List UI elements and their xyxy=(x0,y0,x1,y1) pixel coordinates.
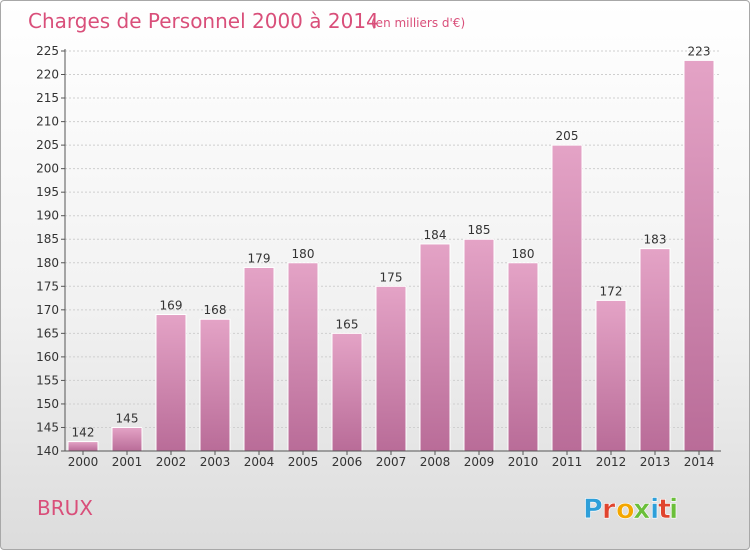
bar xyxy=(199,318,231,452)
data-label: 180 xyxy=(292,247,315,261)
logo-letter: i xyxy=(669,494,678,525)
bar xyxy=(463,238,495,452)
x-tick-label: 2006 xyxy=(332,455,363,469)
y-tick-label: 170 xyxy=(36,303,59,317)
bar xyxy=(67,441,99,452)
bar xyxy=(419,243,451,452)
y-tick-label: 190 xyxy=(36,209,59,223)
data-labels: 142 145 169 168 179 180 165 175 184 185 180 205 172 1… xyxy=(72,44,711,439)
x-tick-label: 2007 xyxy=(376,455,407,469)
x-tick-label: 2004 xyxy=(244,455,275,469)
y-tick-label: 160 xyxy=(36,350,59,364)
x-axis-ticks: 2000 2001 2002 2003 2004 2005 2006 2007 2008 2009… xyxy=(68,451,715,469)
data-label: 169 xyxy=(160,299,183,313)
x-tick-label: 2003 xyxy=(200,455,231,469)
y-tick-label: 150 xyxy=(36,397,59,411)
x-tick-label: 2001 xyxy=(112,455,143,469)
bar xyxy=(683,59,715,452)
x-tick-label: 2014 xyxy=(684,455,715,469)
x-tick-label: 2013 xyxy=(640,455,671,469)
bar xyxy=(243,266,275,452)
data-label: 205 xyxy=(556,129,579,143)
y-tick-label: 165 xyxy=(36,326,59,340)
logo-letter: r xyxy=(602,494,616,525)
place-name: BRUX xyxy=(37,496,93,520)
x-tick-label: 2011 xyxy=(552,455,583,469)
y-tick-label: 205 xyxy=(36,138,59,152)
bar xyxy=(551,144,583,452)
y-tick-label: 220 xyxy=(36,68,59,82)
bar xyxy=(155,314,187,452)
bar xyxy=(111,426,143,452)
data-label: 185 xyxy=(468,223,491,237)
y-tick-label: 145 xyxy=(36,420,59,434)
data-label: 223 xyxy=(688,44,711,58)
y-tick-label: 180 xyxy=(36,256,59,270)
y-tick-label: 210 xyxy=(36,115,59,129)
data-label: 179 xyxy=(248,251,271,265)
x-tick-label: 2008 xyxy=(420,455,451,469)
x-tick-label: 2010 xyxy=(508,455,539,469)
y-tick-label: 175 xyxy=(36,279,59,293)
data-label: 172 xyxy=(600,284,623,298)
bar xyxy=(507,262,539,452)
logo-letter: P xyxy=(583,494,603,525)
x-tick-label: 2000 xyxy=(68,455,99,469)
bar xyxy=(331,332,363,452)
data-label: 168 xyxy=(204,303,227,317)
logo-letter: t xyxy=(658,494,671,525)
y-tick-label: 140 xyxy=(36,444,59,458)
y-tick-label: 225 xyxy=(36,44,59,58)
x-tick-label: 2012 xyxy=(596,455,627,469)
bar xyxy=(639,248,671,452)
x-tick-label: 2009 xyxy=(464,455,495,469)
bars xyxy=(67,59,715,452)
y-tick-label: 185 xyxy=(36,232,59,246)
y-tick-label: 215 xyxy=(36,91,59,105)
logo-letter: o xyxy=(616,494,635,525)
chart-subtitle: (en milliers d'€) xyxy=(371,16,465,30)
y-tick-label: 195 xyxy=(36,185,59,199)
x-tick-label: 2002 xyxy=(156,455,187,469)
x-tick-label: 2005 xyxy=(288,455,319,469)
data-label: 184 xyxy=(424,228,447,242)
bar xyxy=(287,262,319,452)
data-label: 165 xyxy=(336,317,359,331)
logo-letter: x xyxy=(633,494,650,525)
bar xyxy=(595,299,627,452)
data-label: 145 xyxy=(116,411,139,425)
logo-letter: i xyxy=(650,494,659,525)
y-tick-label: 200 xyxy=(36,162,59,176)
data-label: 183 xyxy=(644,233,667,247)
y-tick-label: 155 xyxy=(36,373,59,387)
data-label: 175 xyxy=(380,270,403,284)
data-label: 142 xyxy=(72,426,95,440)
bar xyxy=(375,285,407,452)
data-label: 180 xyxy=(512,247,535,261)
chart-title: Charges de Personnel 2000 à 2014 xyxy=(28,9,379,33)
y-axis-ticks: 140 145 150 155 160 165 170 175 180 185 190 195 200 2… xyxy=(36,44,65,458)
